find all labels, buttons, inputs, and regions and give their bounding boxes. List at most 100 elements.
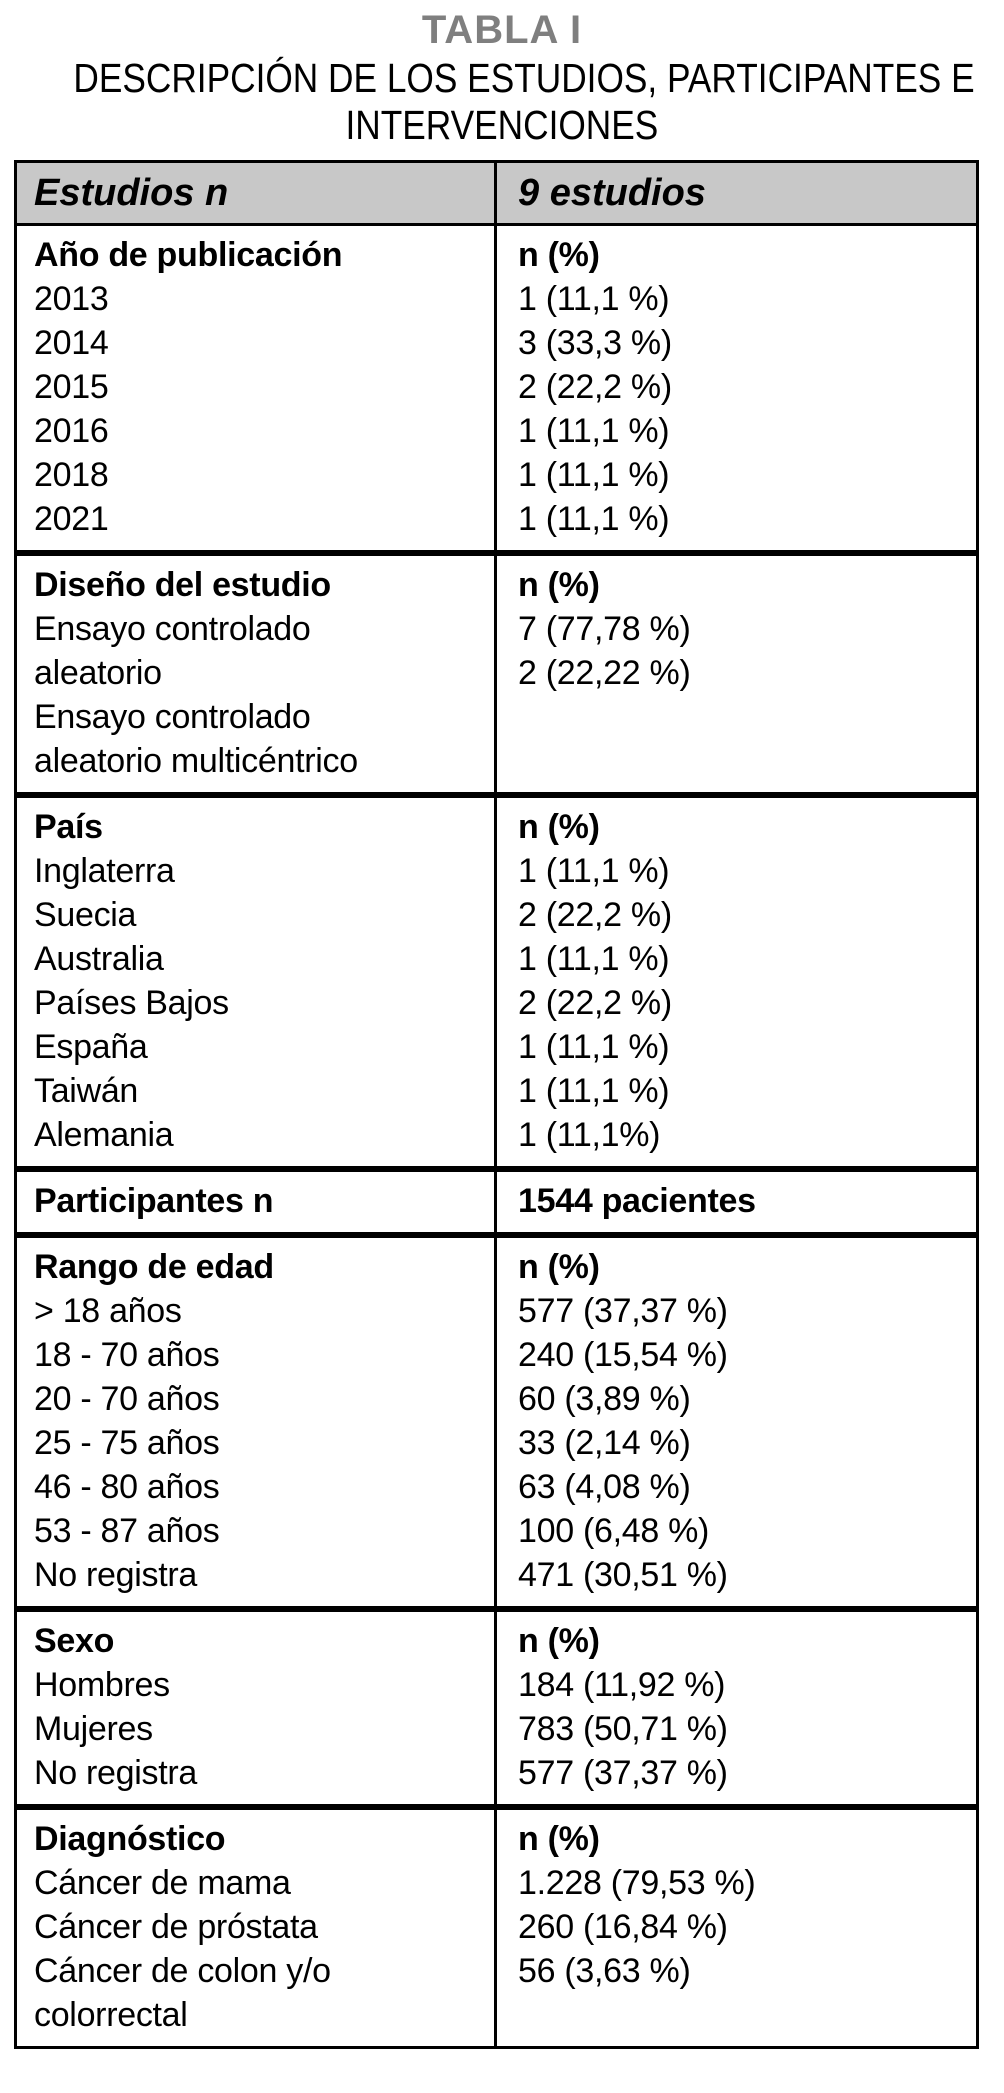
table-row-value: 1 (11,1 %): [518, 456, 670, 494]
table-row-value: n (%): [518, 1248, 600, 1286]
table-row-value: n (%): [518, 236, 600, 274]
table-row-label: Ensayo controlado: [34, 698, 311, 736]
table-row-label: Mujeres: [34, 1710, 153, 1748]
section-sexo-labels: Sexo Hombres Mujeres No registra: [17, 1612, 494, 1804]
table-row-label: 2016: [34, 412, 109, 450]
table-row-value: 240 (15,54 %): [518, 1336, 728, 1374]
section-diagnostico: Diagnóstico Cáncer de mama Cáncer de próst…: [17, 1810, 976, 2046]
table-row-value: n (%): [518, 1622, 600, 1660]
table-title: TABLA I: [421, 8, 583, 52]
section-participantes-labels: Participantes n: [17, 1172, 494, 1232]
table-row-value: 1 (11,1 %): [518, 852, 670, 890]
table-row-value: 7 (77,78 %): [518, 610, 691, 648]
table-row-label: No registra: [34, 1754, 197, 1792]
table-row-label: Diagnóstico: [34, 1820, 226, 1858]
table-row-value: 184 (11,92 %): [518, 1666, 726, 1704]
table-row-label: 20 - 70 años: [34, 1380, 220, 1418]
table-row-value: 63 (4,08 %): [518, 1468, 691, 1506]
section-rango-de-edad-labels: Rango de edad > 18 años 18 - 70 años 20 - 7…: [17, 1238, 494, 1606]
table-row-label: Suecia: [34, 896, 137, 934]
data-table-body: Estudios n 9 estudios Año de publicación…: [17, 163, 976, 2046]
section-diagnostico-values: n (%) 1.228 (79,53 %) 260 (16,84 %) 56 (3,6…: [494, 1810, 976, 2046]
table-row-label: 25 - 75 años: [34, 1424, 220, 1462]
table-row-value: 1 (11,1%): [518, 1116, 661, 1154]
section-diagnostico-labels: Diagnóstico Cáncer de mama Cáncer de próst…: [17, 1810, 494, 2046]
table-row-value: 471 (30,51 %): [518, 1556, 728, 1594]
table-row-label: 2013: [34, 280, 109, 318]
section-ano-de-publicacion: Año de publicación 2013 2014 2015 2016 2018 20…: [17, 226, 976, 550]
column-divider-line: [494, 163, 497, 2046]
section-pais-values: n (%) 1 (11,1 %) 2 (22,2 %) 1 (11,1 %) 2 (22…: [494, 798, 976, 1166]
table-subtitle-line-2: INTERVENCIONES: [345, 102, 659, 148]
table-row-label: aleatorio multicéntrico: [34, 742, 358, 780]
table-row-label: Participantes n: [34, 1182, 274, 1220]
table-row-label: País: [34, 808, 103, 846]
section-ano-de-publicacion-values: n (%) 1 (11,1 %) 3 (33,3 %) 2 (22,2 %) 1 (11…: [494, 226, 976, 550]
table-row-label: 53 - 87 años: [34, 1512, 220, 1550]
table-subtitle-line-1: DESCRIPCIÓN DE LOS ESTUDIOS, PARTICIPANT…: [73, 55, 975, 101]
table-row-label: Países Bajos: [34, 984, 229, 1022]
table-row-label: Cáncer de mama: [34, 1864, 291, 1902]
table-row-label: Australia: [34, 940, 164, 978]
table-row-value: 577 (37,37 %): [518, 1292, 728, 1330]
table-row-label: 2021: [34, 500, 109, 538]
table-row-label: Alemania: [34, 1116, 174, 1154]
table-row-value: 2 (22,2 %): [518, 368, 672, 406]
section-pais-labels: País Inglaterra Suecia Australia Países Bajo…: [17, 798, 494, 1166]
section-rango-de-edad: Rango de edad > 18 años 18 - 70 años 20 - 7…: [17, 1238, 976, 1606]
table-row-label: 18 - 70 años: [34, 1336, 220, 1374]
table-row-label: Diseño del estudio: [34, 566, 331, 604]
table-header-cell-valor: 9 estudios: [518, 171, 706, 214]
section-diseno-del-estudio: Diseño del estudio Ensayo controlado aleat…: [17, 556, 976, 792]
table-row-value: 1 (11,1 %): [518, 1028, 670, 1066]
table-row-label: Cáncer de próstata: [34, 1908, 318, 1946]
table-row-value: 60 (3,89 %): [518, 1380, 691, 1418]
table-row-value: n (%): [518, 566, 600, 604]
section-participantes: Participantes n 1544 pacientes: [17, 1172, 976, 1232]
table-row-label: > 18 años: [34, 1292, 182, 1330]
data-table: Estudios n 9 estudios Año de publicación…: [14, 160, 979, 2049]
table-row-value: 2 (22,2 %): [518, 896, 672, 934]
table-header-cell-estudios: Estudios n: [34, 171, 229, 214]
table-row-value: 783 (50,71 %): [518, 1710, 728, 1748]
table-row-value: 577 (37,37 %): [518, 1754, 728, 1792]
table-row-value: 3 (33,3 %): [518, 324, 672, 362]
table-row-value: 260 (16,84 %): [518, 1908, 728, 1946]
table-row-label: Hombres: [34, 1666, 170, 1704]
table-row-value: 100 (6,48 %): [518, 1512, 710, 1550]
table-row-label: Sexo: [34, 1622, 115, 1660]
table-row-value: 1 (11,1 %): [518, 500, 670, 538]
page: TABLA I DESCRIPCIÓN DE LOS ESTUDIOS, PAR…: [0, 8, 1004, 2093]
section-sexo: Sexo Hombres Mujeres No registra n (%) 184 (1…: [17, 1612, 976, 1804]
table-row-label: Rango de edad: [34, 1248, 274, 1286]
table-row-value: 1544 pacientes: [518, 1182, 756, 1220]
table-row-label: España: [34, 1028, 148, 1066]
table-row-label: 46 - 80 años: [34, 1468, 220, 1506]
table-row-value: 1 (11,1 %): [518, 280, 670, 318]
table-row-value: n (%): [518, 808, 600, 846]
table-row-value: 56 (3,63 %): [518, 1952, 691, 1990]
table-row-value: 2 (22,2 %): [518, 984, 672, 1022]
table-row-value: 33 (2,14 %): [518, 1424, 691, 1462]
table-row-value: 1.228 (79,53 %): [518, 1864, 756, 1902]
table-row-value: n (%): [518, 1820, 600, 1858]
table-row-label: aleatorio: [34, 654, 162, 692]
section-diseno-del-estudio-values: n (%) 7 (77,78 %) 2 (22,22 %): [494, 556, 976, 792]
section-sexo-values: n (%) 184 (11,92 %) 783 (50,71 %) 577 (37,3…: [494, 1612, 976, 1804]
table-row-label: 2015: [34, 368, 109, 406]
table-caption: TABLA I DESCRIPCIÓN DE LOS ESTUDIOS, PAR…: [0, 8, 1004, 149]
table-row-label: colorrectal: [34, 1996, 188, 2034]
section-ano-de-publicacion-labels: Año de publicación 2013 2014 2015 2016 2018 20…: [17, 226, 494, 550]
table-subtitle: DESCRIPCIÓN DE LOS ESTUDIOS, PARTICIPANT…: [0, 55, 1004, 149]
table-row-value: 2 (22,22 %): [518, 654, 691, 692]
table-row-label: Taiwán: [34, 1072, 139, 1110]
table-row-label: 2014: [34, 324, 109, 362]
table-row-value: 1 (11,1 %): [518, 412, 670, 450]
section-participantes-values: 1544 pacientes: [494, 1172, 976, 1232]
table-row-value: 1 (11,1 %): [518, 1072, 670, 1110]
section-rango-de-edad-values: n (%) 577 (37,37 %) 240 (15,54 %) 60 (3,89 …: [494, 1238, 976, 1606]
table-row-value: 1 (11,1 %): [518, 940, 670, 978]
section-pais: País Inglaterra Suecia Australia Países Bajo…: [17, 798, 976, 1166]
table-row-label: 2018: [34, 456, 109, 494]
section-diseno-del-estudio-labels: Diseño del estudio Ensayo controlado aleat…: [17, 556, 494, 792]
